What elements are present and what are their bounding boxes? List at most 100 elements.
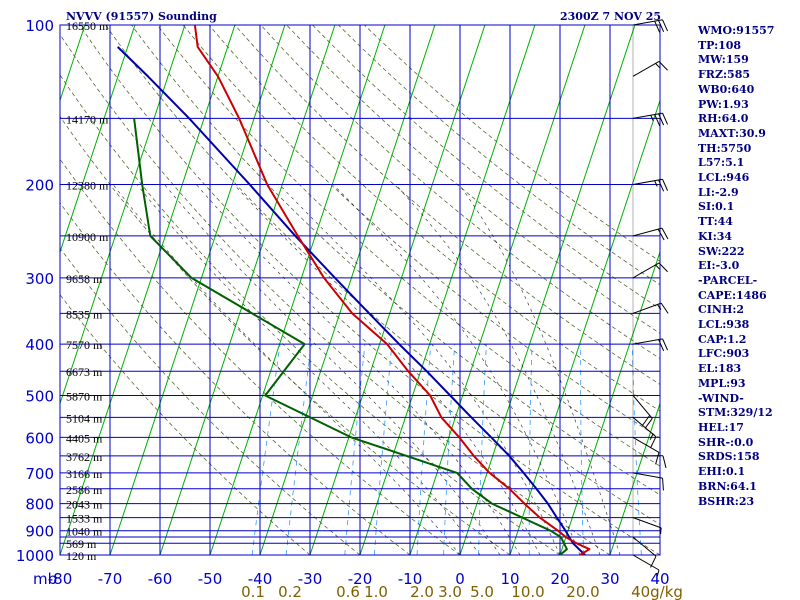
sounding-profiles — [117, 25, 591, 555]
pressure-tick-label: 800 — [25, 496, 54, 514]
wind-barb-staff — [632, 395, 653, 419]
index-lfc: LFC:903 — [698, 347, 750, 361]
wind-barb-full — [660, 302, 669, 314]
temperature-tick-label: 10 — [500, 570, 519, 588]
wind-barb-full — [642, 415, 651, 426]
wind-barb-staff — [632, 338, 663, 345]
wind-barb — [632, 60, 668, 77]
isotherm-line — [60, 25, 236, 555]
index-l57: L57:5.1 — [698, 156, 745, 170]
stability-indices-panel: WMO:91557 TP:108 MW:159 FRZ:585 WB0:640 … — [698, 24, 774, 509]
wind-barb-full — [655, 452, 660, 465]
index-hel: HEL:17 — [698, 420, 744, 434]
chart-title: NVVV (91557) Sounding — [66, 10, 217, 23]
mixing-ratio-label: 3.0 — [438, 583, 462, 600]
temperature-curve — [193, 25, 591, 555]
temperature-gridlines — [59, 24, 661, 556]
wind-barb-full — [658, 20, 665, 32]
wind-barb — [632, 338, 669, 352]
wind-barb-full — [654, 114, 661, 127]
wind-barb — [632, 19, 669, 33]
wind-barb-full — [658, 179, 665, 192]
wind-barb-half — [655, 264, 661, 270]
index-rh: RH:64.0 — [698, 112, 749, 126]
wind-barb — [632, 262, 668, 279]
height-label: 1040 m — [66, 525, 103, 539]
temperature-tick-label: 20 — [550, 570, 569, 588]
wind-barb-half — [649, 433, 654, 440]
wind-barb — [632, 417, 657, 449]
x-unit-label: mb — [33, 570, 57, 588]
index-sw: SW:222 — [698, 244, 745, 258]
height-label: 3762 m — [66, 450, 103, 464]
index-si: SI:0.1 — [698, 200, 735, 214]
wind-barb-full — [658, 262, 668, 273]
index-tp: TP:108 — [698, 38, 742, 52]
wind-barb-full — [650, 556, 657, 568]
index-el: EL:183 — [698, 362, 742, 376]
wind-barb-staff — [632, 178, 663, 186]
height-label: 10900 m — [66, 230, 109, 244]
temperature-tick-label: -10 — [398, 570, 423, 588]
mixing-ratio-label: 1.0 — [364, 583, 388, 600]
index-bshr: BSHR:23 — [698, 494, 755, 508]
wind-barb-staff — [632, 417, 657, 438]
wind-barb-staff — [632, 262, 660, 279]
height-label: 16550 m — [66, 19, 109, 33]
height-label: 6673 m — [66, 365, 103, 379]
mixing-ratio-label: 40g/kg — [631, 583, 683, 600]
wind-barb-half — [657, 304, 662, 310]
wind-barb-full — [658, 61, 668, 71]
index-lcl: LCL:946 — [698, 171, 750, 185]
wind-barb-staff — [632, 436, 660, 453]
height-label: 7570 m — [66, 338, 103, 352]
wind-barb-staff — [632, 227, 663, 237]
height-label: 9658 m — [66, 272, 103, 286]
index-shr: SHR-:0.0 — [698, 435, 754, 449]
index-pw: PW:1.93 — [698, 97, 749, 111]
index-mpl: MPL:93 — [698, 376, 746, 390]
dewpoint-curve — [133, 118, 568, 555]
index-cap: CAP:1.2 — [698, 332, 747, 346]
mixing-ratio-label: 20.0 — [566, 583, 599, 600]
wind-barb — [632, 517, 662, 535]
pressure-tick-label: 1000 — [16, 547, 54, 565]
isotherm-line — [60, 25, 136, 254]
isotherm-line — [109, 25, 286, 555]
wind-barb-full — [658, 113, 665, 126]
index-cape: CAPE:1486 — [698, 288, 767, 302]
index-ei: EI:-3.0 — [698, 259, 740, 273]
mixing-ratio-label: 0.2 — [278, 583, 302, 600]
index-tt: TT:44 — [698, 215, 733, 229]
wind-barbs — [632, 19, 669, 577]
wind-barb — [632, 227, 669, 241]
temperature-tick-label: -80 — [48, 570, 73, 588]
temperature-tick-label: -30 — [298, 570, 323, 588]
wind-barb-staff — [632, 536, 657, 557]
index-parcel-lcl: LCL:938 — [698, 318, 750, 332]
wind-barb — [632, 178, 669, 192]
moist-adiabat — [112, 184, 461, 555]
height-label: 12380 m — [66, 179, 109, 193]
pressure-tick-label: 100 — [25, 17, 54, 35]
index-brn: BRN:64.1 — [698, 479, 757, 493]
isotherm-line — [409, 25, 586, 555]
height-label: 5104 m — [66, 411, 103, 425]
pressure-tick-label: 700 — [25, 465, 54, 483]
wind-barb-half — [654, 180, 658, 187]
wind-barb-full — [662, 478, 664, 491]
wind-barb-half — [655, 63, 661, 69]
wind-barb-full — [662, 455, 667, 468]
wind-barb-half — [660, 527, 662, 535]
index-maxt: MAXT:30.9 — [698, 126, 766, 140]
wind-barb-full — [662, 19, 669, 32]
isotherm-line — [159, 25, 336, 555]
wind-barb-full — [644, 418, 653, 429]
parcel-section-header: -PARCEL- — [698, 273, 758, 287]
isotherm-line — [60, 25, 186, 406]
height-label: 2043 m — [66, 498, 103, 512]
index-wb0: WB0:640 — [698, 82, 755, 96]
height-label: 8535 m — [66, 307, 103, 321]
height-label: 2586 m — [66, 483, 103, 497]
